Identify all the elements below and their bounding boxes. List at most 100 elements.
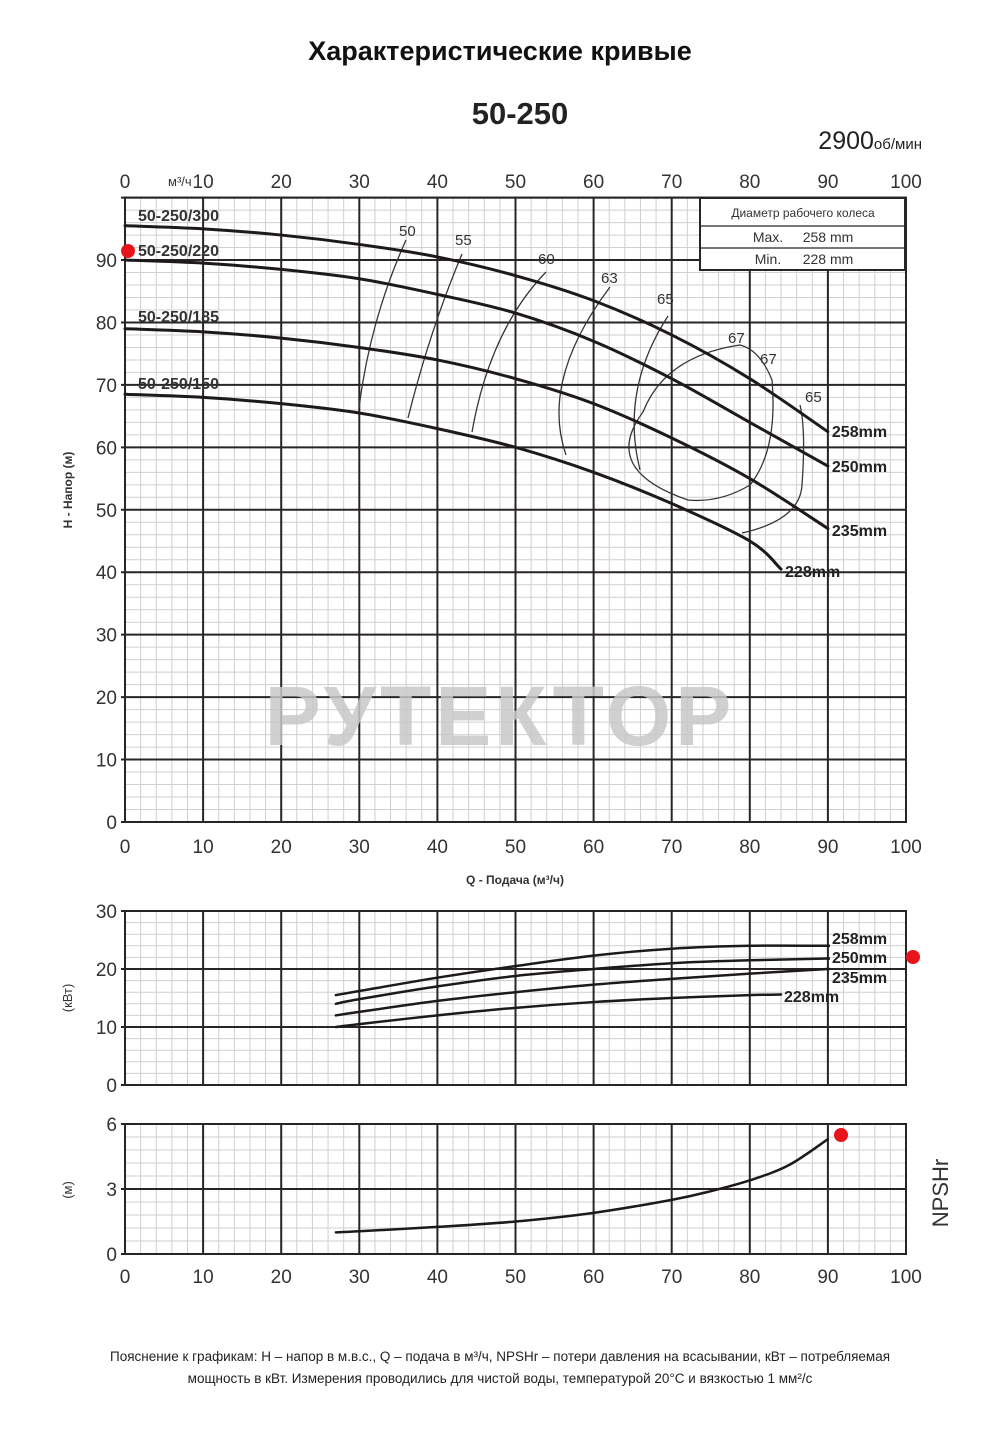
y-tick-label: 3 (106, 1180, 117, 1201)
y-tick-label: 60 (96, 438, 117, 459)
x-tick-label: 10 (193, 1267, 214, 1288)
hq-curve-label: 228mm (785, 564, 840, 581)
x-tick-label: 90 (817, 837, 838, 858)
x-tick-label: 70 (661, 1267, 682, 1288)
x-tick-label: 40 (427, 837, 448, 858)
y-tick-label: 70 (96, 376, 117, 397)
q-axis-label: Q - Подача (м³/ч) (466, 873, 564, 887)
power-curve-228mm (334, 993, 783, 1029)
speed-value: 2900 (818, 127, 874, 155)
y-tick-label: 30 (96, 626, 117, 647)
npsh-axis-label: (м) (60, 1181, 75, 1199)
top-x-tick-label: 0 (120, 172, 131, 193)
x-tick-label: 80 (739, 1267, 760, 1288)
efficiency-label: 63 (601, 270, 618, 287)
top-x-tick-label: 10 (193, 172, 214, 193)
efficiency-label: 60 (538, 251, 555, 268)
power-curve-258mm (334, 944, 830, 997)
hq-curve-label: 235mm (832, 523, 887, 540)
x-tick-label: 0 (120, 1267, 131, 1288)
y-tick-label: 10 (96, 1018, 117, 1039)
npsh-marker (834, 1128, 848, 1142)
x-tick-label: 70 (661, 837, 682, 858)
y-tick-label: 20 (96, 960, 117, 981)
model-label: 50-250/185 (138, 309, 219, 326)
npsh-title: NPSHr (928, 1159, 953, 1227)
min-label: Min. (755, 251, 781, 267)
top-x-tick-label: 20 (271, 172, 292, 193)
impeller-table-heading: Диаметр рабочего колеса (731, 206, 875, 220)
x-tick-label: 20 (271, 837, 292, 858)
top-x-tick-label: 70 (661, 172, 682, 193)
efficiency-labels: 50 55 60 63 65 67 67 65 (399, 223, 822, 406)
hq-curve-228mm (123, 392, 783, 571)
power-curve-label: 250mm (832, 950, 887, 967)
y-tick-label: 40 (96, 563, 117, 584)
efficiency-label: 67 (728, 330, 745, 347)
hq-chart-grid: 0102030405060708090001010202030304040505… (96, 172, 922, 858)
power-curves (334, 944, 830, 1029)
x-tick-label: 50 (505, 837, 526, 858)
power-chart-grid: 0 10 20 30 (96, 902, 907, 1097)
hq-curve-250mm (123, 258, 830, 468)
y-tick-label: 20 (96, 688, 117, 709)
power-curve-label: 235mm (832, 970, 887, 987)
efficiency-label: 50 (399, 223, 416, 240)
min-value: 228 mm (803, 251, 854, 267)
speed-unit: об/мин (873, 136, 922, 153)
power-curve-250mm (334, 957, 830, 1006)
power-marker (906, 950, 920, 964)
power-curve-label: 258mm (832, 931, 887, 948)
hq-curve-235mm (123, 327, 830, 531)
x-tick-label: 80 (739, 837, 760, 858)
x-tick-label: 100 (890, 837, 922, 858)
x-tick-label: 30 (349, 837, 370, 858)
top-x-tick-label: 90 (817, 172, 838, 193)
curve-labels: 258mm 250mm 235mm 228mm 50-250/300 50-250/220… (138, 208, 887, 1006)
max-value: 258 mm (803, 229, 854, 245)
top-x-tick-label: 60 (583, 172, 604, 193)
x-tick-label: 10 (193, 837, 214, 858)
power-curve-235mm (334, 967, 830, 1017)
x-tick-label: 0 (120, 837, 131, 858)
max-label: Max. (753, 229, 783, 245)
pump-model: 50-250 (471, 96, 569, 131)
y-tick-label: 0 (106, 813, 117, 834)
model-label: 50-250/150 (138, 376, 219, 393)
top-x-tick-label: 30 (349, 172, 370, 193)
h-axis-label: H - Напор (м) (61, 452, 75, 529)
page-title: Характеристические кривые (308, 36, 692, 66)
model-label: 50-250/300 (138, 208, 219, 225)
y-tick-label: 0 (106, 1076, 117, 1097)
model-label: 50-250/220 (138, 243, 219, 260)
efficiency-curves (358, 239, 805, 534)
top-x-tick-label: 80 (739, 172, 760, 193)
x-tick-label: 100 (890, 1267, 922, 1288)
x-tick-label: 60 (583, 837, 604, 858)
x-tick-label: 40 (427, 1267, 448, 1288)
efficiency-label: 65 (657, 291, 674, 308)
x-tick-label: 90 (817, 1267, 838, 1288)
x-tick-label: 30 (349, 1267, 370, 1288)
footnote: Пояснение к графикам: H – напор в м.в.с.… (30, 1346, 970, 1390)
footnote-line-1: Пояснение к графикам: H – напор в м.в.с.… (109, 1349, 891, 1364)
efficiency-label: 55 (455, 232, 472, 249)
efficiency-label: 67 (760, 351, 777, 368)
x-tick-label: 50 (505, 1267, 526, 1288)
h-marker (121, 244, 135, 258)
top-x-tick-label: 50 (505, 172, 526, 193)
y-tick-label: 30 (96, 902, 117, 923)
efficiency-label: 65 (805, 389, 822, 406)
y-tick-label: 80 (96, 313, 117, 334)
x-tick-label: 20 (271, 1267, 292, 1288)
x-tick-label: 60 (583, 1267, 604, 1288)
top-x-tick-label: 40 (427, 172, 448, 193)
power-curve-label: 228mm (784, 989, 839, 1006)
watermark: РУТЕКТОР (265, 669, 735, 763)
y-tick-label: 6 (106, 1115, 117, 1136)
npsh-curve-line (334, 1137, 830, 1234)
y-tick-label: 50 (96, 501, 117, 522)
hq-curve-label: 258mm (832, 424, 887, 441)
